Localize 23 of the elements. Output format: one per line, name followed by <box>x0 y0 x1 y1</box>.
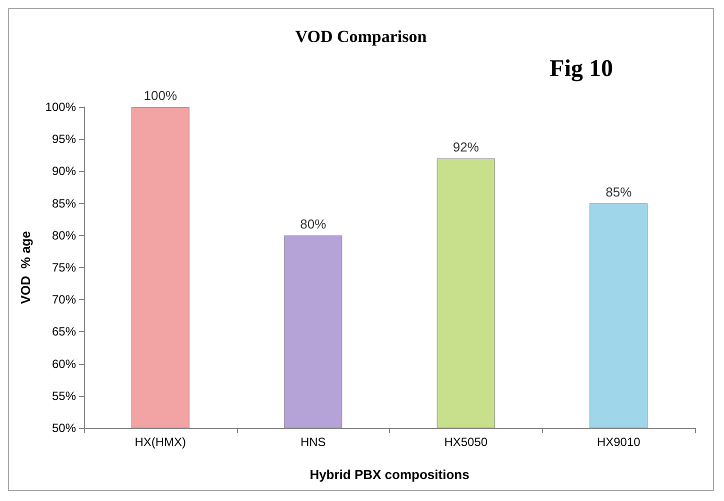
y-tick-label: 65% <box>52 324 76 339</box>
y-axis-title: VOD % age <box>18 231 33 304</box>
x-tick-label: HX9010 <box>596 435 641 449</box>
y-tick-label: 75% <box>52 260 76 274</box>
y-tick-label: 85% <box>52 196 76 210</box>
y-tick-label: 50% <box>52 421 76 435</box>
data-label: 85% <box>606 184 632 200</box>
y-tick-label: 100% <box>45 100 76 114</box>
y-tick-label: 90% <box>52 164 76 178</box>
x-tick-label: HX5050 <box>444 435 488 449</box>
y-tick-label: 70% <box>52 292 76 307</box>
y-tick-label: 95% <box>52 132 76 146</box>
data-label: 80% <box>300 216 327 232</box>
x-tick-label: HNS <box>300 435 326 449</box>
data-label: 100% <box>144 88 178 103</box>
x-tick-label: HX(HMX) <box>134 435 186 449</box>
y-tick-label: 80% <box>52 228 76 242</box>
x-axis-title: Hybrid PBX compositions <box>310 467 470 482</box>
data-label: 92% <box>452 139 480 154</box>
y-tick-label: 55% <box>52 388 76 403</box>
caption: Fig 10 <box>550 56 613 82</box>
y-tick-label: 60% <box>52 356 76 371</box>
chart-title: VOD Comparison <box>295 27 428 46</box>
